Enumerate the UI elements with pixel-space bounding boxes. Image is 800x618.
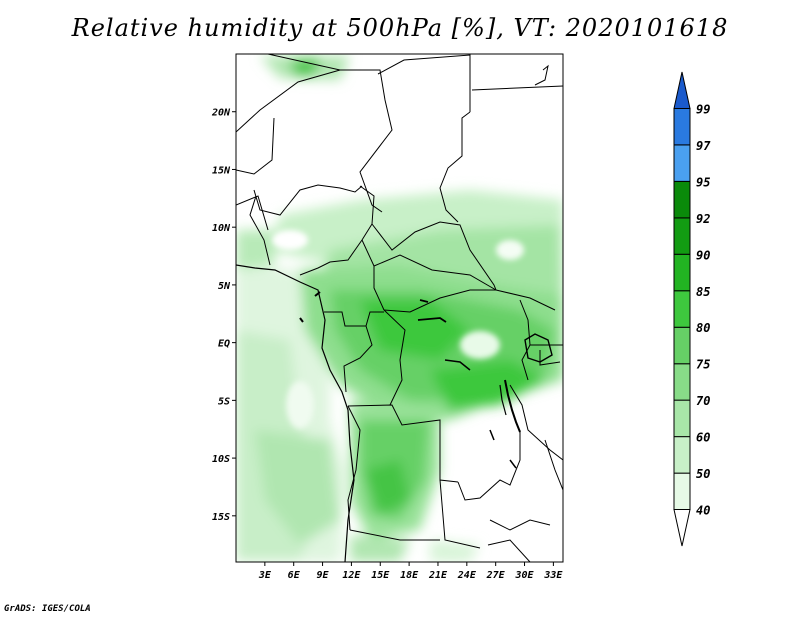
- colorbar-label: 50: [696, 467, 710, 481]
- lon-tick-label: 12E: [342, 570, 361, 581]
- colorbar-label: 40: [696, 504, 710, 518]
- longitude-axis: 3E 6E 9E 12E 15E 18E 21E 24E 27E 30E 33E: [258, 562, 563, 581]
- lat-tick-label: 15N: [212, 165, 231, 176]
- colorbar-segment: [673, 326, 691, 365]
- plot-frame: [235, 53, 564, 563]
- colorbar-segment: [673, 472, 691, 511]
- lon-tick-label: 24E: [457, 570, 477, 581]
- colorbar-segment: [673, 107, 691, 146]
- colorbar-segment: [673, 399, 691, 438]
- lon-tick-label: 6E: [288, 570, 301, 581]
- lon-tick-label: 21E: [428, 570, 448, 581]
- map-title: Relative humidity at 500hPa [%], VT: 202…: [71, 14, 729, 42]
- colorbar: 40 50 60 70 75 80 85 90 92 95 97 99: [673, 71, 711, 547]
- colorbar-label: 85: [696, 285, 710, 299]
- colorbar-label: 97: [696, 139, 711, 153]
- lat-tick-label: 5N: [218, 281, 231, 292]
- lat-tick-label: 10S: [212, 454, 230, 465]
- colorbar-segment: [673, 509, 691, 547]
- colorbar-label: 60: [696, 431, 710, 445]
- colorbar-label: 92: [696, 212, 710, 226]
- colorbar-segment: [673, 253, 691, 292]
- lat-tick-label: 5S: [218, 396, 230, 407]
- colorbar-segment: [673, 217, 691, 255]
- colorbar-segment: [673, 144, 691, 182]
- colorbar-label: 95: [696, 175, 710, 189]
- colorbar-segment: [673, 71, 691, 109]
- colorbar-label: 99: [696, 102, 710, 116]
- colorbar-segment: [673, 290, 691, 328]
- lon-tick-label: 9E: [317, 570, 330, 581]
- colorbar-segment: [673, 436, 691, 474]
- lon-tick-label: 15E: [371, 570, 390, 581]
- colorbar-label: 80: [696, 321, 710, 335]
- grads-credit: GrADS: IGES/COLA: [4, 604, 91, 614]
- country-borders: [236, 54, 563, 562]
- colorbar-segment: [673, 363, 691, 401]
- lon-tick-label: 3E: [258, 570, 272, 581]
- lon-tick-label: 33E: [543, 570, 563, 581]
- humidity-field: [236, 54, 563, 562]
- colorbar-label: 70: [696, 394, 710, 408]
- lat-tick-label: 10N: [212, 223, 231, 234]
- lon-tick-label: 30E: [514, 570, 534, 581]
- lat-tick-label: 15S: [212, 512, 230, 523]
- latitude-axis: 20N 15N 10N 5N EQ 5S 10S 15S: [211, 108, 236, 523]
- lon-tick-label: 18E: [400, 570, 419, 581]
- lon-tick-label: 27E: [486, 570, 506, 581]
- colorbar-label: 90: [696, 248, 710, 262]
- colorbar-label: 75: [696, 358, 710, 372]
- lat-tick-label: EQ: [218, 339, 230, 350]
- colorbar-segment: [673, 180, 691, 219]
- lat-tick-label: 20N: [211, 108, 231, 119]
